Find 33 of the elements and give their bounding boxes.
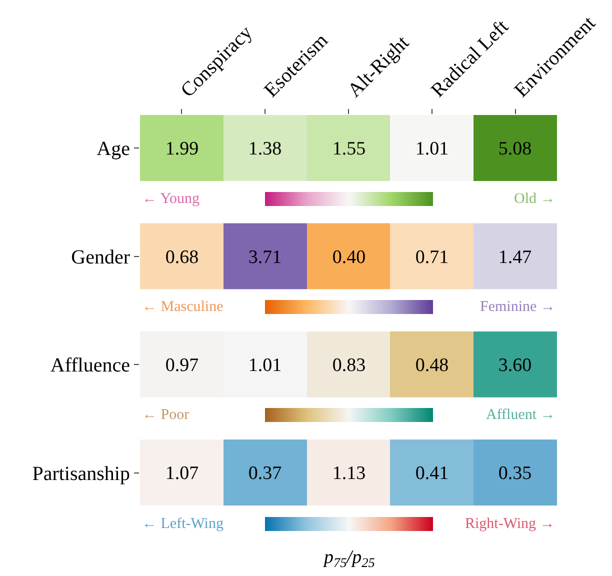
data-label: 1.07 xyxy=(165,463,199,484)
annotation: Old → xyxy=(514,191,556,207)
data-label: 0.71 xyxy=(415,246,449,268)
data-label: 3.60 xyxy=(498,355,532,376)
y-tick-label: Partisanship xyxy=(32,462,130,485)
data-label: 1.99 xyxy=(165,138,199,160)
y-tick-label: Affluence xyxy=(50,354,130,377)
data-label: 0.35 xyxy=(498,463,532,484)
data-label: 5.08 xyxy=(498,138,532,160)
data-label: 0.37 xyxy=(248,463,282,484)
color-bar-title: p$_{75}$/p$_{25}$ xyxy=(322,547,376,570)
data-label: 0.97 xyxy=(165,355,199,376)
data-label: 1.47 xyxy=(498,246,532,268)
annotation: ← Poor xyxy=(142,407,190,423)
annotation: Feminine → xyxy=(480,299,556,315)
data-label: 1.01 xyxy=(248,355,282,376)
data-label: 3.71 xyxy=(248,246,282,268)
data-label: 0.41 xyxy=(415,463,449,484)
annotation: ← Left-Wing xyxy=(142,516,224,532)
data-label: 0.68 xyxy=(165,246,199,268)
data-label: 1.01 xyxy=(415,138,449,160)
annotation: Affluent → xyxy=(486,407,556,423)
data-label: 1.55 xyxy=(332,138,366,160)
annotation: ← Masculine xyxy=(142,299,224,315)
annotation: Right-Wing → xyxy=(465,516,555,532)
data-label: 1.13 xyxy=(332,463,366,484)
annotation: ← Young xyxy=(142,191,200,207)
data-label: 1.38 xyxy=(248,138,282,160)
data-label: 0.48 xyxy=(415,355,449,376)
y-tick-label: Gender xyxy=(71,246,130,268)
data-label: 0.83 xyxy=(332,355,366,376)
data-label: 0.40 xyxy=(332,246,366,268)
y-tick-label: Age xyxy=(96,138,130,160)
